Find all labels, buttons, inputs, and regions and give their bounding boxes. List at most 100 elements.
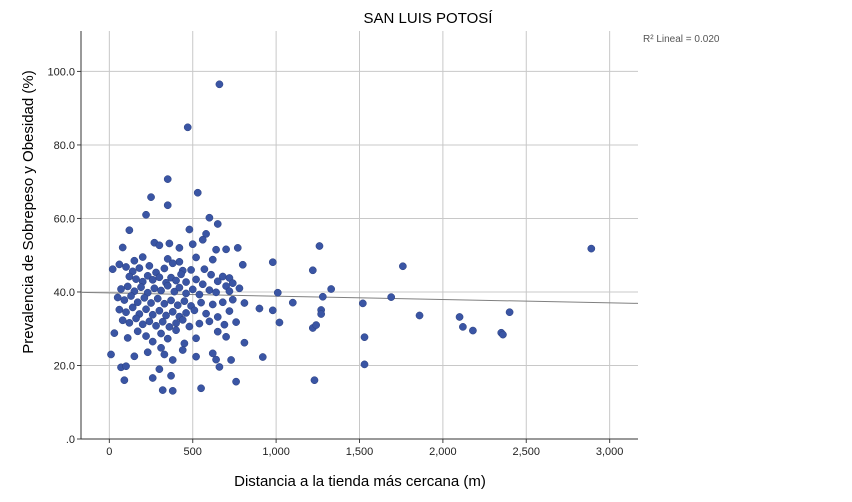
data-point: [455, 313, 464, 321]
data-point: [180, 297, 189, 306]
data-point: [147, 193, 155, 201]
y-tick-label: 60.0: [54, 213, 75, 225]
y-tick-label: .0: [66, 434, 75, 446]
data-point: [193, 188, 202, 197]
data-point: [172, 319, 180, 328]
data-point: [238, 260, 247, 269]
data-point: [310, 376, 319, 385]
data-point: [108, 265, 117, 274]
data-point: [168, 356, 177, 364]
data-point: [113, 293, 122, 302]
data-point: [133, 298, 142, 307]
data-point: [208, 300, 217, 309]
data-point: [185, 225, 194, 234]
data-point: [387, 293, 396, 301]
data-point: [202, 309, 210, 318]
data-point: [225, 287, 234, 296]
data-point: [308, 266, 317, 275]
data-point: [143, 271, 152, 280]
data-point: [327, 285, 335, 293]
data-point: [268, 258, 277, 267]
x-tick-labels: 0 500 1,000 1,500 2,000 2,500 3,000: [106, 446, 623, 458]
data-point: [360, 333, 369, 342]
x-tick-label: 2,000: [429, 446, 457, 458]
data-point: [197, 298, 205, 307]
data-point: [172, 326, 180, 335]
data-point: [125, 226, 134, 235]
data-point: [192, 275, 200, 284]
data-point: [142, 332, 150, 340]
data-point: [182, 278, 190, 286]
data-point: [155, 241, 164, 250]
data-point: [358, 299, 367, 308]
data-point: [155, 365, 164, 374]
data-point: [232, 377, 240, 386]
data-point: [127, 292, 135, 300]
data-point: [225, 307, 234, 315]
r-squared-annotation: R² Lineal = 0.020: [643, 34, 720, 45]
data-point: [120, 376, 129, 385]
data-point: [215, 80, 224, 89]
data-point: [132, 314, 140, 323]
data-point: [133, 327, 142, 336]
data-points: [107, 80, 596, 395]
data-point: [288, 298, 297, 307]
data-point: [110, 329, 119, 337]
data-point: [240, 299, 249, 307]
data-point: [168, 259, 177, 268]
data-point: [167, 371, 175, 380]
data-point: [227, 356, 235, 364]
data-point: [228, 295, 237, 304]
data-point: [148, 275, 157, 284]
data-point: [157, 286, 165, 295]
data-point: [168, 386, 177, 395]
data-point: [158, 386, 167, 394]
data-point: [160, 299, 169, 308]
data-point: [153, 294, 162, 303]
data-point: [192, 352, 200, 361]
data-point: [155, 306, 164, 315]
data-point: [122, 263, 130, 271]
data-point: [188, 285, 197, 294]
data-point: [117, 285, 125, 293]
x-tick-label: 2,500: [513, 446, 541, 458]
data-point: [208, 255, 217, 264]
data-point: [205, 317, 214, 326]
y-tick-label: 80.0: [54, 140, 75, 152]
data-point: [138, 320, 147, 329]
data-point: [175, 257, 184, 266]
data-point: [213, 327, 222, 336]
data-point: [155, 273, 164, 282]
data-point: [122, 362, 130, 371]
data-point: [175, 244, 184, 252]
data-point: [152, 321, 160, 330]
data-point: [163, 255, 172, 263]
data-point: [115, 260, 124, 269]
data-point: [207, 270, 215, 279]
data-point: [107, 350, 115, 359]
data-point: [469, 326, 477, 335]
data-point: [163, 281, 172, 290]
data-point: [175, 283, 184, 292]
data-point: [122, 308, 130, 317]
data-point: [157, 329, 165, 338]
data-point: [213, 277, 222, 286]
data-point: [158, 317, 167, 326]
data-point: [200, 265, 209, 274]
data-point: [148, 310, 157, 319]
data-point: [220, 320, 229, 329]
y-tick-label: 100.0: [47, 66, 75, 78]
data-point: [163, 334, 172, 343]
data-point: [198, 280, 207, 289]
data-point: [130, 256, 139, 265]
data-point: [125, 318, 134, 327]
data-point: [195, 319, 204, 328]
data-point: [173, 301, 182, 310]
data-point: [130, 352, 139, 361]
data-point: [240, 338, 249, 347]
data-point: [135, 264, 144, 272]
x-axis-label: Distancia a la tienda más cercana (m): [234, 473, 486, 490]
x-tick-label: 1,500: [346, 446, 374, 458]
data-point: [587, 244, 596, 253]
